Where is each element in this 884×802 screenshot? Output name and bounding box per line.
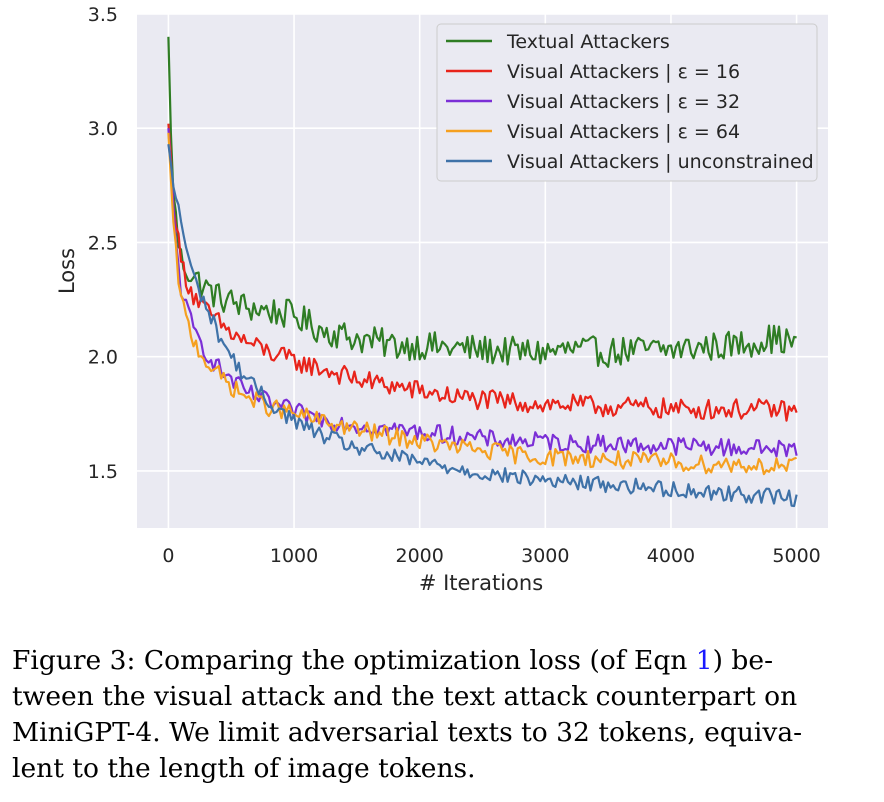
equation-reference-link[interactable]: 1 bbox=[695, 645, 713, 676]
y-tick-label: 3.5 bbox=[88, 4, 118, 26]
legend: Textual Attackers Visual Attackers | ε = … bbox=[436, 23, 818, 182]
x-tick-label: 2000 bbox=[396, 545, 444, 567]
x-tick-labels: 0 1000 2000 3000 4000 5000 bbox=[162, 545, 820, 567]
x-tick-label: 0 bbox=[162, 545, 174, 567]
legend-label-4: Visual Attackers | ε = 64 bbox=[507, 121, 740, 143]
y-tick-label: 3.0 bbox=[88, 118, 118, 140]
y-tick-label: 2.0 bbox=[88, 347, 118, 369]
x-tick-label: 3000 bbox=[521, 545, 569, 567]
loss-chart: 1.5 2.0 2.5 3.0 3.5 0 1000 2000 3000 4000 5000 Lo… bbox=[55, 4, 828, 595]
caption-line-2: tween the visual attack and the text att… bbox=[12, 681, 798, 712]
caption-line-1-start: Figure 3: Comparing the optimization los… bbox=[12, 645, 696, 676]
y-tick-label: 2.5 bbox=[88, 232, 118, 254]
y-tick-labels: 1.5 2.0 2.5 3.0 3.5 bbox=[88, 4, 118, 483]
caption-line-1-end: ) be- bbox=[712, 645, 774, 676]
caption-line-1: Figure 3: Comparing the optimization los… bbox=[12, 643, 880, 679]
caption-line-3: MiniGPT-4. We limit adversarial texts to… bbox=[12, 717, 803, 748]
series-line-2 bbox=[167, 123, 798, 422]
figure-caption: Figure 3: Comparing the optimization los… bbox=[12, 643, 880, 787]
legend-label-5: Visual Attackers | unconstrained bbox=[507, 151, 814, 173]
legend-label-2: Visual Attackers | ε = 16 bbox=[507, 61, 740, 83]
legend-label-1: Textual Attackers bbox=[506, 31, 670, 53]
series-line-4 bbox=[167, 132, 797, 476]
y-axis-label: Loss bbox=[55, 248, 79, 294]
x-tick-label: 4000 bbox=[647, 545, 695, 567]
caption-line-4: lent to the length of image tokens. bbox=[12, 753, 476, 784]
series-line-1 bbox=[167, 36, 797, 368]
y-tick-label: 1.5 bbox=[88, 461, 118, 483]
chart-svg: 1.5 2.0 2.5 3.0 3.5 0 1000 2000 3000 4000 5000 Lo… bbox=[55, 4, 828, 595]
legend-label-3: Visual Attackers | ε = 32 bbox=[507, 91, 740, 113]
legend-box bbox=[436, 23, 818, 182]
x-tick-label: 5000 bbox=[772, 545, 820, 567]
x-axis-label: # Iterations bbox=[419, 571, 543, 595]
series-line-5 bbox=[167, 144, 798, 508]
series-layer bbox=[167, 36, 798, 508]
x-tick-label: 1000 bbox=[270, 545, 318, 567]
